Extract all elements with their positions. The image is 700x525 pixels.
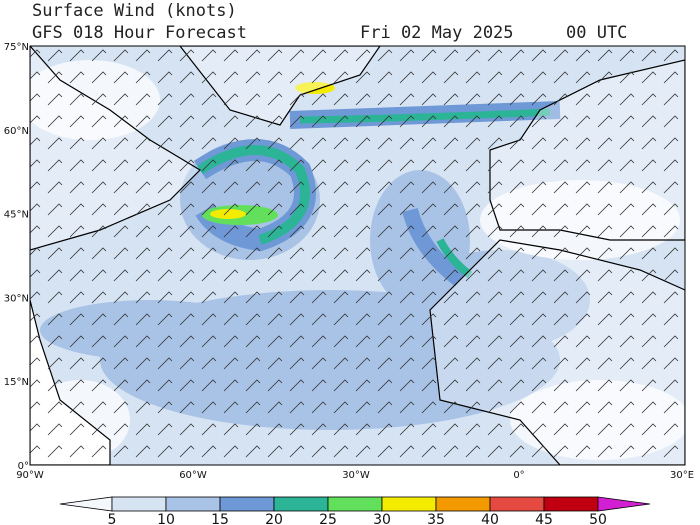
colorbar-low-end [59,496,113,512]
colorbar-tick-label: 25 [319,512,337,525]
time: 00 UTC [566,23,627,43]
lon-label: 30°W [342,470,370,481]
colorbar-tick-label: 15 [211,512,229,525]
colorbar-tick-label: 20 [265,512,283,525]
colorbar-tick-label: 45 [535,512,553,525]
map-frame [29,45,686,466]
lat-label: 75°N [4,42,29,53]
colorbar-box [273,496,329,512]
colorbar-box [381,496,437,512]
lon-label: 30°E [670,470,694,481]
lat-label: 0° [18,461,29,472]
colorbar-tick-label: 50 [589,512,607,525]
title: Surface Wind (knots) [32,1,237,21]
lon-label: 0° [513,470,524,481]
lat-label: 45°N [4,210,29,221]
colorbar-box [327,496,383,512]
colorbar-box [165,496,221,512]
lon-label: 60°W [179,470,207,481]
colorbar-high-end [597,496,651,512]
axis-labels: 75°N60°N45°N30°N15°N0°90°W 60°W 30°W 0° 30°E [4,42,694,481]
lat-label: 60°N [4,126,29,137]
lon-label: 90°W [16,470,44,481]
lat-label: 30°N [4,293,29,304]
colorbar-box [489,496,545,512]
colorbar-box [111,496,167,512]
lat-label: 15°N [4,377,29,388]
colorbar-box [543,496,599,512]
colorbar-tick-label: 30 [373,512,391,525]
colorbar-box [435,496,491,512]
date: Fri 02 May 2025 [360,23,514,43]
colorbar-tick-label: 10 [157,512,175,525]
map-field [30,46,685,465]
colorbar: 5 10 15 20 25 30 35 40 45 50 [59,496,651,525]
colorbar-tick-label: 40 [481,512,499,525]
colorbar-tick-label: 5 [108,512,117,525]
subtitle: GFS 018 Hour Forecast [32,23,247,43]
colorbar-tick-label: 35 [427,512,445,525]
colorbar-box [219,496,275,512]
